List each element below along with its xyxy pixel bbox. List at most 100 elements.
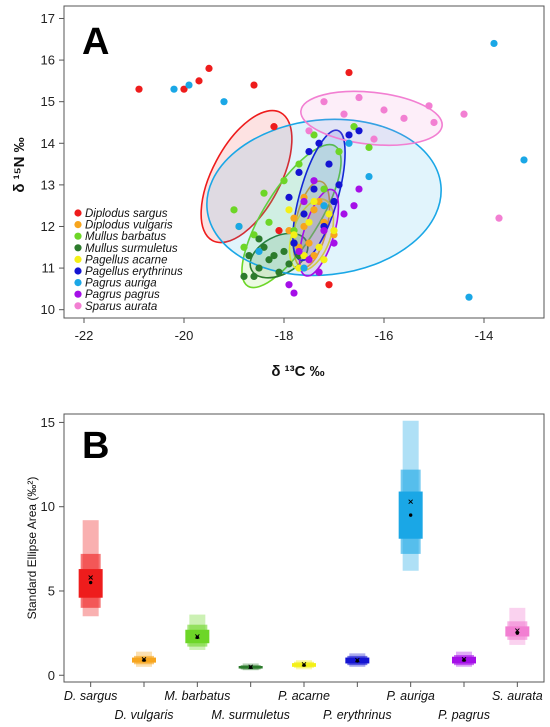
point-pagrus-auriga [170,85,178,93]
point-pagellus-erythrinus [310,185,318,193]
point-pagellus-erythrinus [295,168,303,176]
y-tick-label: 5 [48,583,55,598]
point-sparus-aurata [355,93,363,102]
mode-marker-p-auriga [408,513,413,517]
point-mullus-surmuletus [240,272,248,280]
point-mullus-surmuletus [280,247,288,256]
y-tick-label: 14 [41,136,55,151]
y-tick-label: 12 [41,219,55,234]
category-label-m-barbatus: M. barbatus [164,689,230,703]
legend-label-pagellus-acarne: Pagellus acarne [85,254,167,266]
ellipse-diplodus-sargus [200,109,293,244]
point-sparus-aurata [340,110,348,118]
point-pagrus-auriga [300,264,308,272]
panel-a-scatter: -22 -20 -18 -16 -14 10 11 12 13 14 15 16 17 A δ ¹³C … [11,5,545,380]
point-pagrus-auriga [365,172,373,181]
point-sparus-aurata [320,98,328,106]
point-pagrus-pagrus [290,289,298,297]
y-tick-label: 13 [41,177,55,192]
legend-label-sparus-aurata: Sparus aurata [85,301,157,313]
point-pagrus-pagrus [305,256,313,264]
x-tick-label: -20 [175,328,194,343]
legend-label-pagrus-auriga: Pagrus auriga [85,278,157,290]
point-diplodus-vulgaris [315,197,323,206]
point-pagellus-acarne [295,264,303,272]
point-mullus-surmuletus [255,264,263,272]
point-pagrus-pagrus [295,247,303,256]
panel-b-category-labels: D. sargus D. vulgaris M. barbatus M. surmul… [64,682,543,722]
point-mullus-barbatus [230,206,238,214]
point-pagrus-pagrus [320,227,328,235]
y-tick-label: 15 [41,94,55,109]
category-label-d-vulgaris: D. vulgaris [114,708,173,722]
category-label-m-surmuletus: M. surmuletus [211,708,290,722]
legend-swatch-pagellus-acarne [74,255,82,263]
point-diplodus-sargus [325,281,333,289]
panel-b-y-axis-title: Standard Ellipse Area (‰²) [25,477,39,620]
panel-b-plot-frame [63,413,545,683]
point-pagellus-erythrinus [290,239,298,247]
point-pagrus-auriga [235,222,243,231]
point-pagellus-acarne [310,197,318,206]
y-tick-label: 0 [48,668,55,683]
point-pagellus-acarne [315,243,323,251]
point-pagellus-erythrinus [285,193,293,201]
point-sparus-aurata [430,118,438,127]
point-mullus-surmuletus [255,235,263,243]
y-tick-label: 15 [41,415,55,430]
mode-marker-d-vulgaris [142,658,146,662]
point-pagrus-pagrus [315,268,323,276]
point-sparus-aurata [370,135,378,143]
point-mullus-surmuletus [245,252,253,260]
y-tick-label: 10 [41,499,55,514]
legend-swatch-pagrus-pagrus [74,290,82,298]
point-diplodus-sargus [270,123,278,131]
point-mullus-barbatus [350,123,358,131]
legend-swatch-diplodus-vulgaris [74,221,82,229]
mean-marker-d-sargus [88,575,93,580]
point-pagellus-erythrinus [315,139,323,147]
point-pagellus-acarne [320,256,328,264]
point-pagellus-erythrinus [325,160,333,168]
mean-marker-m-barbatus [195,634,200,639]
point-sparus-aurata [380,106,388,114]
mean-marker-p-erythrinus [355,657,360,663]
panel-a-ticks: -22 -20 -18 -16 -14 10 11 12 13 14 15 16 17 [41,11,494,343]
y-tick-label: 10 [41,302,55,317]
point-pagrus-auriga [320,202,328,210]
mode-marker-d-sargus [88,580,93,585]
point-diplodus-sargus [345,68,353,77]
point-diplodus-sargus [275,227,283,235]
point-pagrus-pagrus [300,197,308,206]
point-sparus-aurata [460,110,468,118]
point-pagrus-auriga [185,81,193,89]
point-pagellus-erythrinus [355,127,363,135]
point-mullus-surmuletus [275,268,283,276]
point-pagrus-pagrus [310,177,318,185]
point-diplodus-sargus [135,85,143,93]
mode-marker-p-acarne [302,663,306,667]
point-mullus-barbatus [240,243,248,251]
point-mullus-barbatus [310,131,318,139]
mean-marker-m-surmuletus [248,664,253,670]
mode-marker-m-barbatus [195,635,200,640]
point-pagrus-auriga [490,39,498,48]
point-mullus-surmuletus [270,252,278,260]
point-mullus-surmuletus [260,243,268,251]
legend-swatch-pagrus-auriga [74,279,82,287]
point-pagellus-acarne [285,206,293,214]
x-tick-label: -16 [375,328,394,343]
x-tick-label: -22 [75,328,94,343]
point-mullus-barbatus [250,231,258,239]
category-label-p-acarne: P. acarne [278,689,330,703]
legend-label-diplodus-sargus: Diplodus sargus [85,208,168,220]
point-mullus-surmuletus [265,256,273,264]
point-pagellus-acarne [305,218,313,226]
panel-b-ellipse-area: 0 5 10 15 D. sargus D. vulgaris M. barbatus M.… [25,413,545,722]
legend-label-diplodus-vulgaris: Diplodus vulgaris [85,220,173,232]
point-diplodus-vulgaris [310,206,318,214]
point-pagellus-erythrinus [345,131,353,139]
point-pagrus-pagrus [340,210,348,218]
mean-marker-s-aurata [515,628,520,633]
